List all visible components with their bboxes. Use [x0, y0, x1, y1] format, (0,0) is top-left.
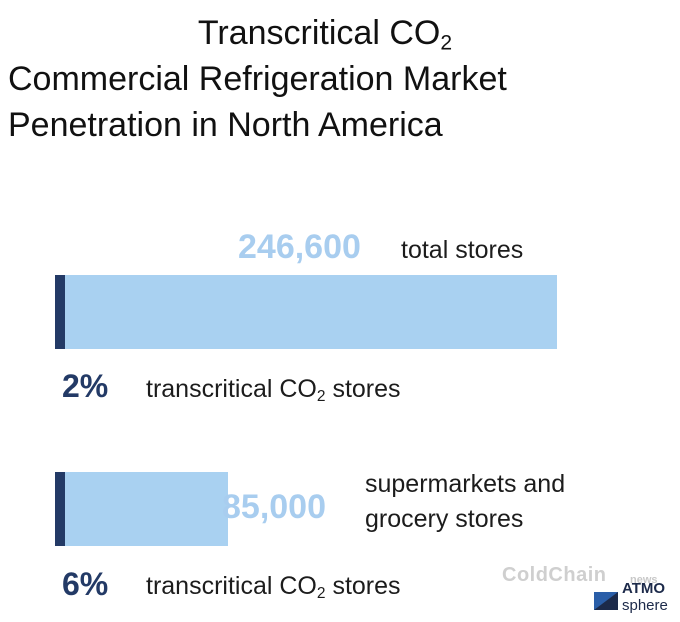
supermarkets-label-line-2: grocery stores: [365, 505, 524, 533]
supermarkets-bar: [55, 472, 228, 546]
atmosphere-logo-icon: [594, 592, 618, 610]
supermarkets-value: 85,000: [222, 488, 326, 526]
atmosphere-wordmark-line-2: sphere: [622, 597, 668, 614]
coldchain-wordmark: ColdChain: [502, 564, 607, 586]
total-stores-co2-percent: 2%: [62, 368, 109, 404]
total-stores-co2-share-bar: [55, 275, 65, 349]
supermarkets-co2-label: transcritical CO2 stores: [146, 572, 401, 602]
supermarkets-co2-percent: 6%: [62, 566, 109, 602]
watermark-logo: ColdChain news ATMO sphere: [498, 564, 680, 616]
total-stores-value: 246,600: [238, 228, 361, 266]
total-stores-label: total stores: [401, 236, 524, 264]
total-stores-bar: [55, 275, 557, 349]
news-wordmark: news: [630, 574, 658, 586]
supermarkets-label-line-1: supermarkets and: [365, 470, 566, 498]
title-line-3: Penetration in North America: [8, 106, 443, 144]
chart-title: Transcritical CO2 Commercial Refrigerati…: [0, 10, 680, 148]
title-line-1: Transcritical CO2: [197, 14, 453, 55]
supermarkets-co2-share-bar: [55, 472, 65, 546]
total-stores-co2-label: transcritical CO2 stores: [146, 375, 401, 405]
title-line-2: Commercial Refrigeration Market: [8, 60, 507, 98]
atmosphere-wordmark-line-1: ATMO: [622, 580, 666, 597]
